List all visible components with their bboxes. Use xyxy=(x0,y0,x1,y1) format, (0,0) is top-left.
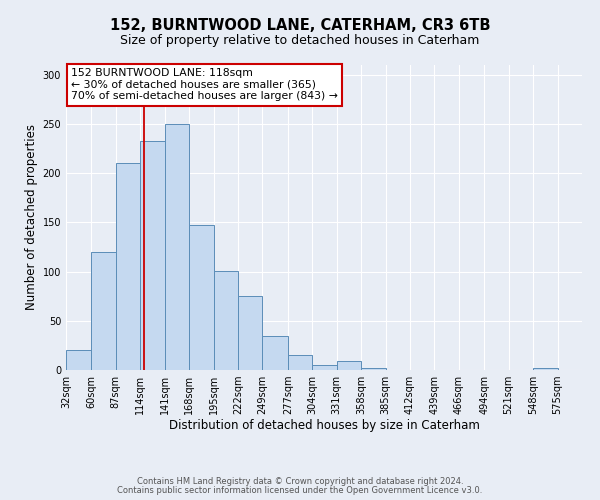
X-axis label: Distribution of detached houses by size in Caterham: Distribution of detached houses by size … xyxy=(169,418,479,432)
Bar xyxy=(262,336,288,370)
Text: Contains public sector information licensed under the Open Government Licence v3: Contains public sector information licen… xyxy=(118,486,482,495)
Text: 152, BURNTWOOD LANE, CATERHAM, CR3 6TB: 152, BURNTWOOD LANE, CATERHAM, CR3 6TB xyxy=(110,18,490,32)
Bar xyxy=(66,350,91,370)
Bar xyxy=(164,124,189,370)
Bar xyxy=(214,270,238,370)
Text: 152 BURNTWOOD LANE: 118sqm
← 30% of detached houses are smaller (365)
70% of sem: 152 BURNTWOOD LANE: 118sqm ← 30% of deta… xyxy=(71,68,338,101)
Bar xyxy=(312,365,337,370)
Text: Contains HM Land Registry data © Crown copyright and database right 2024.: Contains HM Land Registry data © Crown c… xyxy=(137,477,463,486)
Bar xyxy=(288,355,312,370)
Bar xyxy=(91,252,116,370)
Bar xyxy=(361,368,386,370)
Bar xyxy=(238,296,262,370)
Y-axis label: Number of detached properties: Number of detached properties xyxy=(25,124,38,310)
Bar xyxy=(533,368,557,370)
Text: Size of property relative to detached houses in Caterham: Size of property relative to detached ho… xyxy=(121,34,479,47)
Bar xyxy=(189,226,214,370)
Bar xyxy=(337,361,361,370)
Bar xyxy=(140,141,164,370)
Bar xyxy=(116,164,140,370)
